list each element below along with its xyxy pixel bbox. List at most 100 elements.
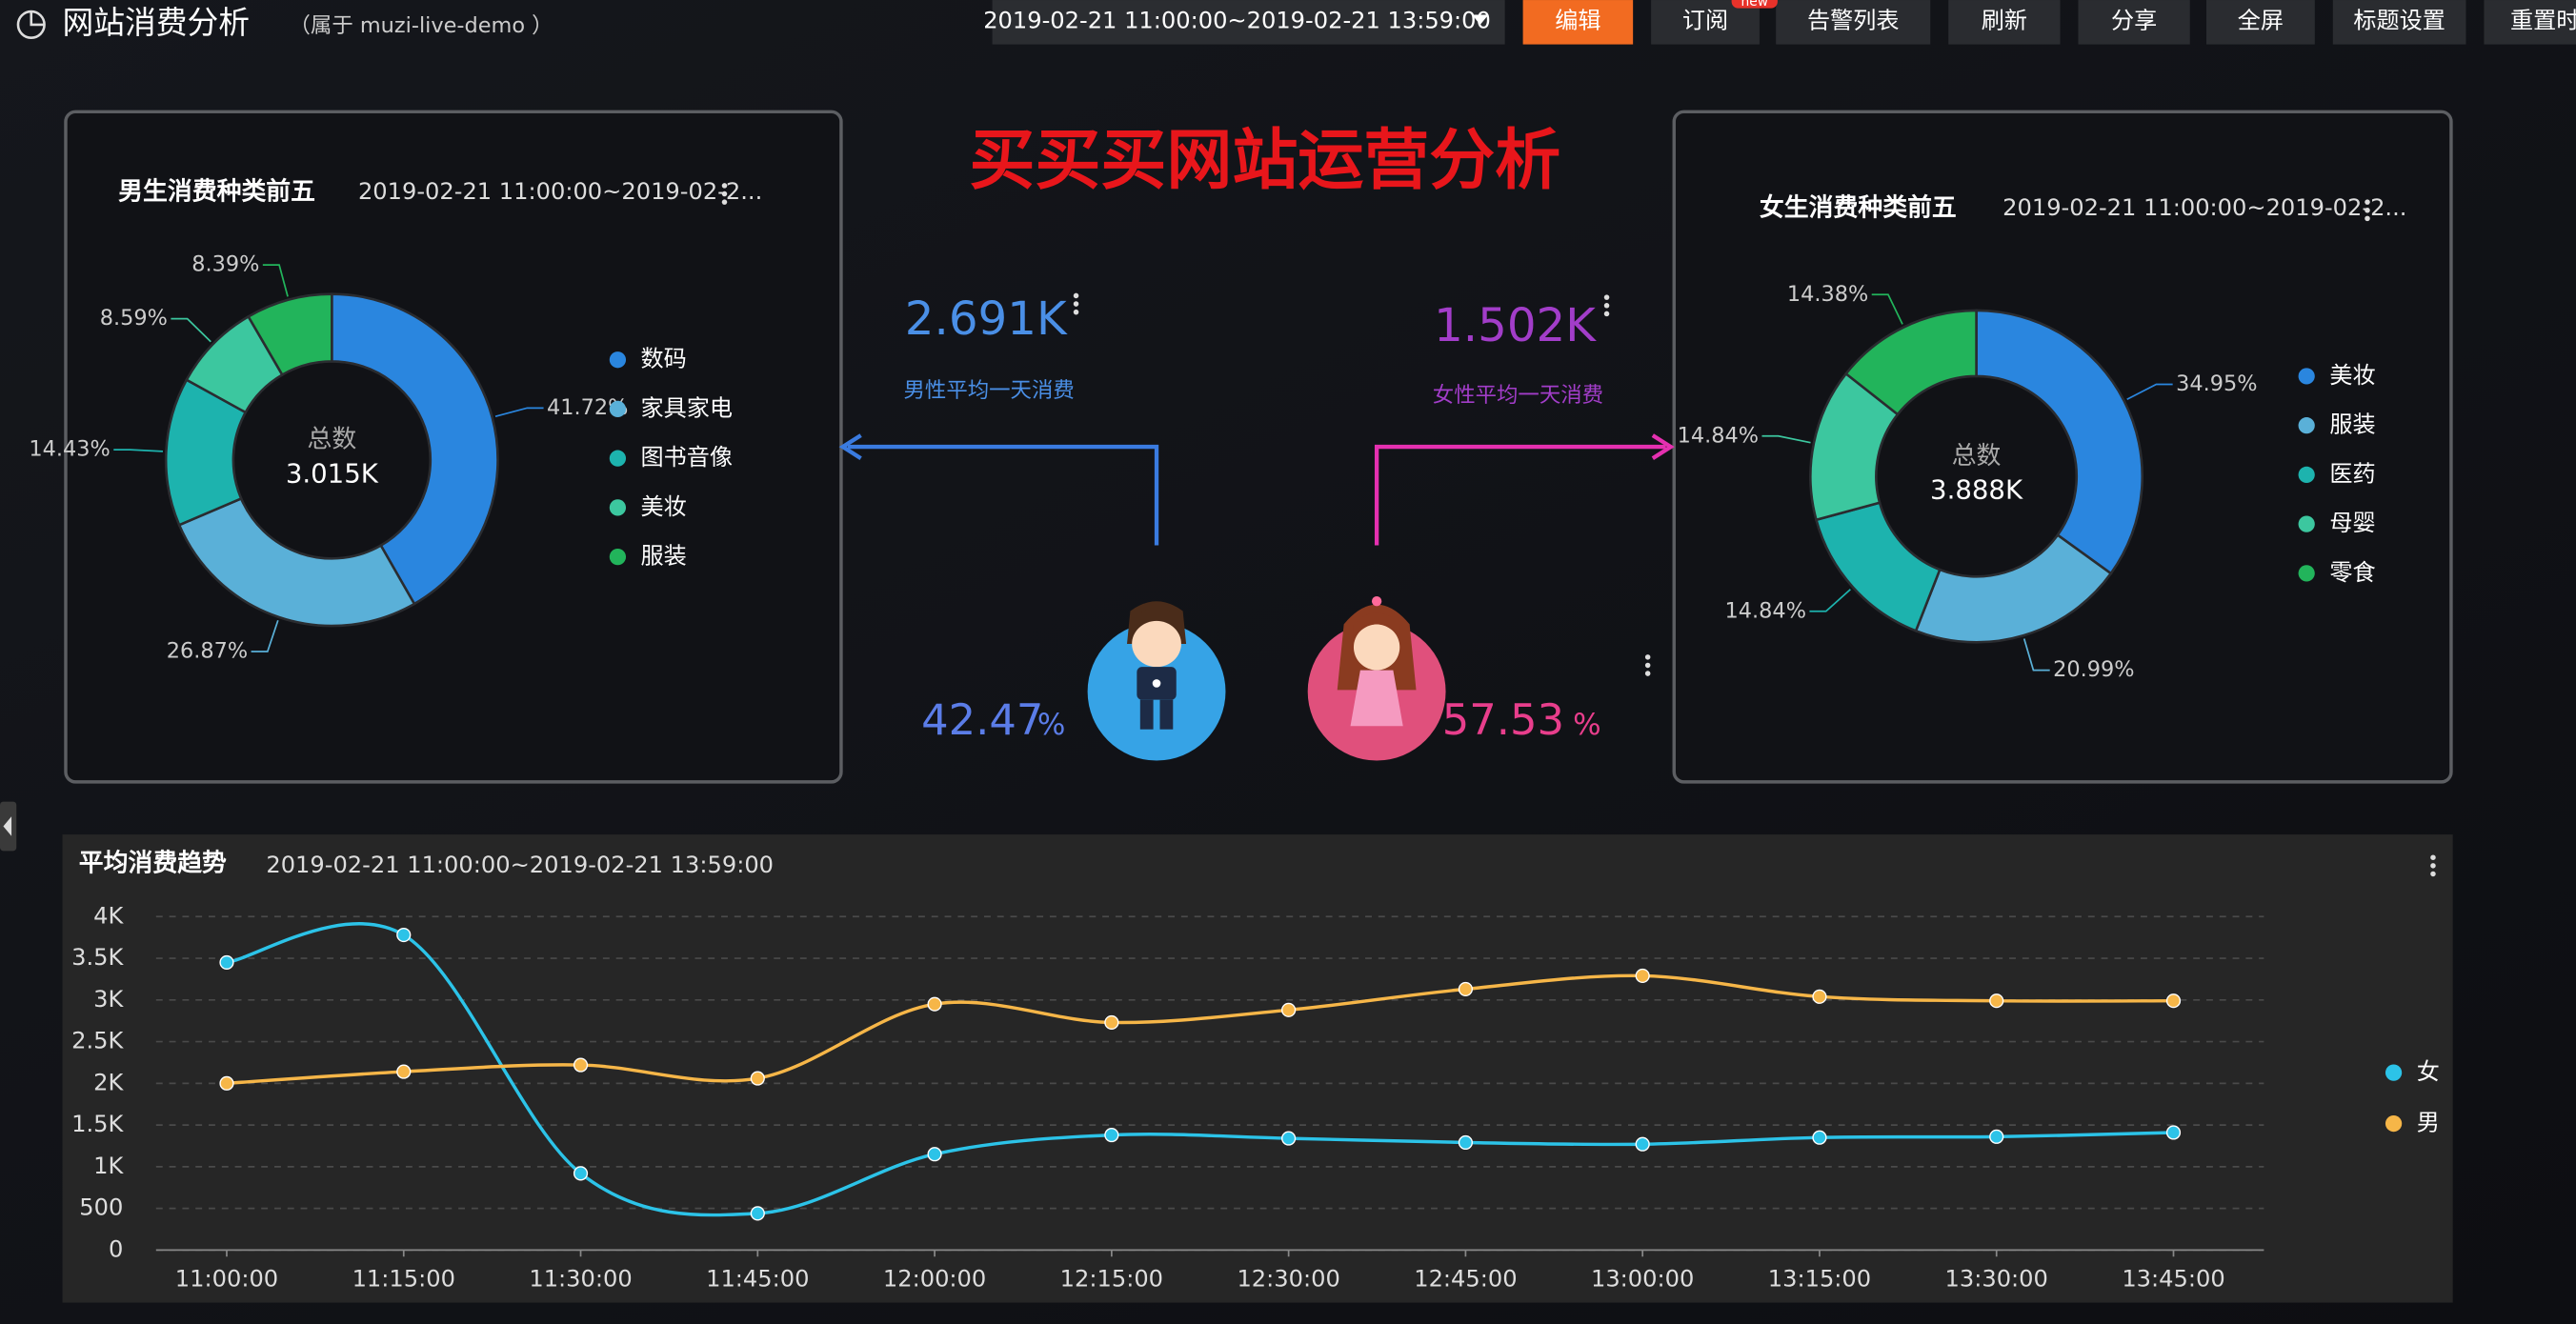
data-point <box>1458 1134 1473 1151</box>
toolbar-button[interactable] <box>1776 0 1931 45</box>
pie-title: 男生消费种类前五 <box>118 176 315 206</box>
legend-label: 医药 <box>2329 460 2375 487</box>
male-caption: 男性平均一天消费 <box>904 378 1075 403</box>
time-picker[interactable] <box>992 0 1505 45</box>
pie-value-label: 14.43% <box>29 437 110 462</box>
data-point <box>2165 993 2182 1009</box>
pie-value-label: 8.59% <box>100 306 168 331</box>
y-tick-label: 0 <box>109 1235 123 1262</box>
legend-marker <box>2385 1114 2403 1133</box>
legend-marker <box>2298 417 2315 434</box>
badge-label: new <box>1741 0 1769 10</box>
legend-label: 数码 <box>641 346 687 372</box>
legend-marker <box>2298 515 2315 532</box>
pie-center-title: 总数 <box>1952 442 2002 471</box>
legend-label: 女 <box>2417 1058 2440 1085</box>
data-point <box>219 954 234 971</box>
more-dot <box>1603 303 1610 309</box>
data-point <box>573 1057 589 1073</box>
x-tick-label: 11:00:00 <box>175 1265 278 1292</box>
toolbar-button[interactable] <box>2205 0 2315 45</box>
y-tick-label: 1K <box>93 1153 124 1179</box>
line-subtitle: 2019-02-21 11:00:00~2019-02-21 13:59:00 <box>266 852 774 878</box>
toolbar-button-label: 全屏 <box>2238 7 2284 33</box>
pie-leader <box>113 449 163 452</box>
toolbar-button-label: 刷新 <box>1982 7 2027 33</box>
series-line <box>226 973 2174 1086</box>
toolbar-button[interactable] <box>2484 0 2576 45</box>
x-tick-label: 13:45:00 <box>2122 1265 2224 1292</box>
more-dot <box>2365 215 2370 222</box>
pie-value-label: 34.95% <box>2176 371 2257 396</box>
toolbar-button[interactable] <box>1948 0 2061 45</box>
pie-slice <box>246 292 333 377</box>
sidebar-arrow <box>3 816 12 836</box>
more-dot <box>721 183 728 189</box>
more-dot <box>2365 208 2370 213</box>
data-point <box>1281 1002 1297 1017</box>
y-tick-label: 2K <box>93 1069 124 1095</box>
data-point <box>1104 1128 1119 1143</box>
more-dot <box>1073 292 1079 299</box>
toolbar-button[interactable] <box>1522 0 1634 45</box>
data-point <box>750 1071 765 1086</box>
data-point <box>1635 968 1650 984</box>
pie-leader <box>2126 383 2173 401</box>
data-point <box>396 927 412 943</box>
legend-label: 服装 <box>2329 411 2375 438</box>
legend-label: 美妆 <box>641 493 687 520</box>
pie-subtitle: 2019-02-21 11:00:00~2019-02-2... <box>2002 194 2406 221</box>
pie-leader <box>1871 293 1903 325</box>
toolbar-button-label: 重置时间 <box>2510 7 2576 33</box>
toolbar-button-label: 编辑 <box>1555 7 1600 33</box>
male-value: 2.691K <box>905 292 1068 346</box>
pie-slice <box>177 496 416 628</box>
data-point <box>1458 981 1473 997</box>
more-dot <box>1644 662 1651 669</box>
x-tick-label: 12:30:00 <box>1237 1265 1339 1292</box>
female-arrow-head <box>1651 433 1675 460</box>
male-avatar <box>1087 601 1226 761</box>
female-percent: 57.53 <box>1442 694 1564 745</box>
female-percent-unit: % <box>1573 708 1601 742</box>
pie-title: 女生消费种类前五 <box>1760 193 1957 223</box>
data-point <box>927 996 942 1012</box>
pie-leader <box>1809 589 1851 612</box>
male-arrow-head <box>838 433 862 460</box>
pie-leader <box>262 264 289 297</box>
legend-marker <box>609 450 627 467</box>
toolbar-button[interactable] <box>2332 0 2466 45</box>
legend-label: 图书音像 <box>641 444 734 471</box>
y-tick-label: 500 <box>79 1194 123 1221</box>
data-point <box>573 1166 589 1181</box>
toolbar-button-label: 告警列表 <box>1807 7 1900 33</box>
x-tick-label: 12:15:00 <box>1060 1265 1163 1292</box>
legend-label: 家具家电 <box>641 394 734 421</box>
y-tick-label: 3.5K <box>71 944 124 971</box>
toolbar-button[interactable] <box>2078 0 2190 45</box>
data-point <box>927 1147 942 1162</box>
x-tick-label: 13:30:00 <box>1945 1265 2048 1292</box>
pie-value-label: 8.39% <box>191 252 259 277</box>
badge <box>1731 0 1778 9</box>
data-point <box>1104 1014 1119 1031</box>
pie-center-title: 总数 <box>307 426 356 454</box>
pie-value-label: 20.99% <box>2053 657 2134 682</box>
pie-slice <box>1843 309 1978 416</box>
legend-label: 男 <box>2417 1110 2440 1136</box>
legend-marker <box>609 400 627 418</box>
x-tick-label: 11:30:00 <box>529 1265 632 1292</box>
dropdown-arrow <box>1472 14 1489 25</box>
more-dot <box>1644 654 1651 660</box>
data-point <box>1635 1136 1650 1152</box>
data-point <box>396 1064 412 1079</box>
data-point <box>1989 1129 2004 1144</box>
more-dot <box>721 191 728 197</box>
pie-leader <box>1761 434 1811 444</box>
legend-marker <box>2385 1064 2403 1081</box>
page-title: 网站消费分析 <box>63 5 251 41</box>
logo-icon-hand <box>30 11 45 27</box>
toolbar-button-label: 标题设置 <box>2353 7 2445 33</box>
pie-value-label: 26.87% <box>167 638 248 663</box>
